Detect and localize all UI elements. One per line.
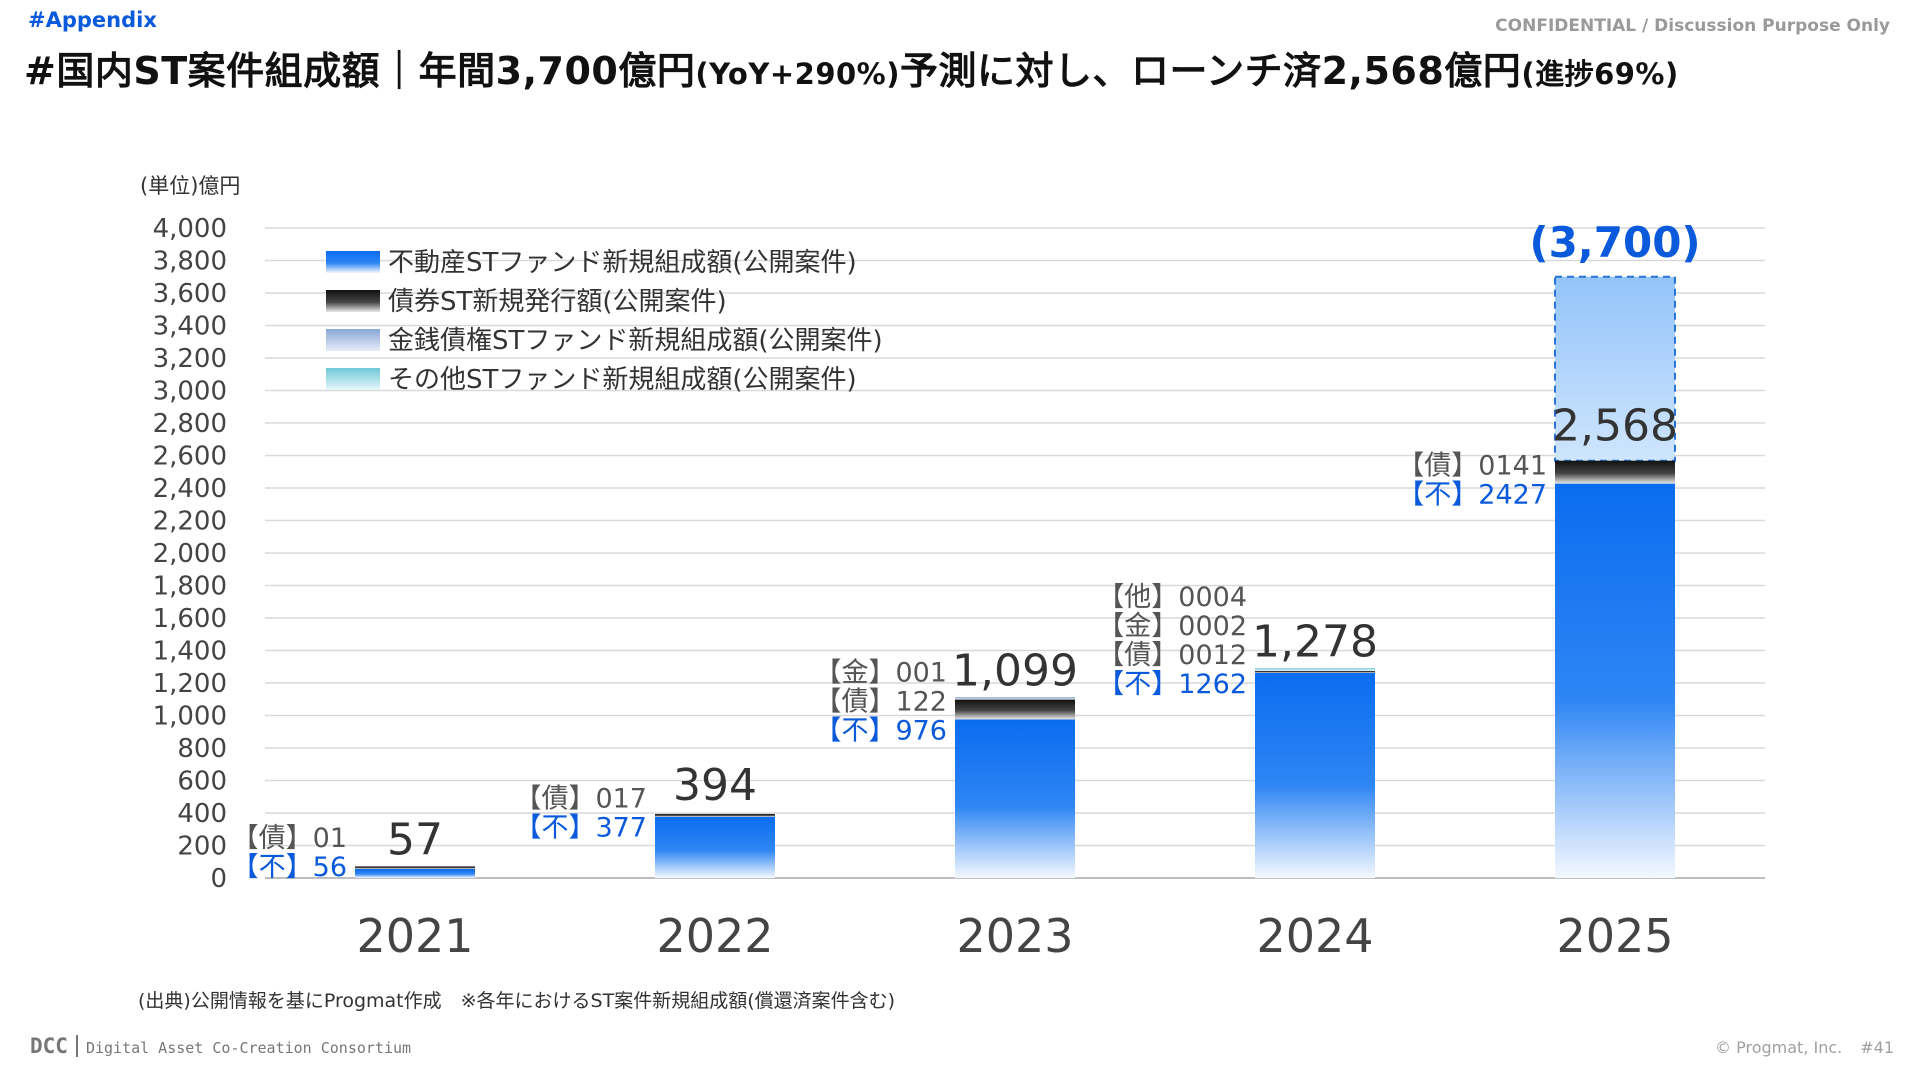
legend-swatch-dark [326,290,380,312]
y-tick-label: 4,000 [153,214,227,244]
y-tick-label: 2,400 [153,474,227,504]
bar-re-2021 [355,868,475,878]
y-tick-label: 200 [177,832,227,862]
legend-label: 金銭債権STファンド新規組成額(公開案件) [388,326,883,356]
bar-re-2023 [955,719,1075,878]
forecast-label: (3,700) [1529,218,1700,267]
y-tick-label: 1,800 [153,572,227,602]
segment-label: 【債】122 [814,686,947,717]
y-tick-label: 2,800 [153,409,227,439]
segment-label: 【債】01 [232,823,347,854]
y-tick-label: 3,200 [153,344,227,374]
legend-label: 不動産STファンド新規組成額(公開案件) [388,248,857,278]
appendix-tag: #Appendix [28,8,157,32]
y-tick-label: 600 [177,767,227,797]
x-tick-label: 2023 [956,909,1073,963]
segment-label: 【不】1262 [1097,669,1247,700]
y-tick-label: 3,800 [153,247,227,277]
legend-label: その他STファンド新規組成額(公開案件) [388,365,857,395]
title-part3: 予測に対し、ローンチ済2,568億円 [900,49,1522,93]
y-tick-label: 1,200 [153,669,227,699]
total-label: 57 [387,815,443,866]
legend-swatch-other [326,368,380,390]
segment-label: 【債】017 [514,784,647,815]
segment-label: 【不】976 [814,715,947,746]
bar-other-2024 [1255,668,1375,671]
segment-label: 【債】0141 [1397,451,1547,482]
copyright-text: © Progmat, Inc. [1715,1038,1843,1057]
y-tick-label: 2,000 [153,539,227,569]
total-label: 1,099 [952,645,1078,696]
bar-re-2022 [655,816,775,878]
logo-full-name: Digital Asset Co-Creation Consortium [85,1039,412,1057]
y-tick-label: 0 [210,864,227,894]
segment-label: 【不】56 [232,852,347,883]
copyright: © Progmat, Inc. #41 [1715,1038,1894,1057]
legend-swatch-money [326,329,380,351]
y-tick-label: 1,000 [153,702,227,732]
title-part1: #国内ST案件組成額｜年間3,700億円 [24,49,696,93]
legend-label: 債券ST新規発行額(公開案件) [388,287,727,317]
y-tick-label: 400 [177,799,227,829]
x-tick-label: 2022 [656,909,773,963]
page-number: #41 [1860,1038,1894,1057]
segment-label: 【金】001 [814,657,947,688]
logo-short: DCC [30,1034,68,1058]
x-tick-label: 2025 [1556,909,1673,963]
bar-bond-2021 [355,866,475,869]
x-tick-label: 2021 [356,909,473,963]
segment-label: 【金】0002 [1097,611,1247,642]
legend-swatch-blue [326,251,380,273]
total-label: 2,568 [1552,401,1678,452]
logo-divider [75,1035,78,1057]
total-label: 1,278 [1252,616,1378,667]
segment-label: 【不】2427 [1397,480,1547,511]
y-tick-label: 2,200 [153,507,227,537]
confidential-label: CONFIDENTIAL / Discussion Purpose Only [1495,16,1890,36]
segment-label: 【他】0004 [1097,582,1247,613]
y-tick-label: 3,000 [153,377,227,407]
y-tick-label: 3,600 [153,279,227,309]
bar-re-2025 [1555,483,1675,878]
bar-re-2024 [1255,672,1375,878]
y-tick-label: 800 [177,734,227,764]
bar-bond-2023 [955,699,1075,720]
dcc-logo: DCC Digital Asset Co-Creation Consortium [30,1034,411,1058]
x-tick-label: 2024 [1256,909,1373,963]
y-tick-label: 1,400 [153,637,227,667]
bar-bond-2024 [1255,670,1375,673]
source-note: (出典)公開情報を基にProgmat作成 ※各年におけるST案件新規組成額(償還… [138,990,896,1012]
total-label: 394 [673,760,757,811]
title-part2: (YoY+290%) [695,57,900,91]
bar-money-2023 [955,697,1075,700]
unit-label: (単位)億円 [140,174,241,198]
bar-bond-2022 [655,813,775,817]
bar-bond-2025 [1555,460,1675,484]
y-tick-label: 1,600 [153,604,227,634]
y-tick-label: 3,400 [153,312,227,342]
y-tick-label: 2,600 [153,442,227,472]
title-part4: (進捗69%) [1521,57,1679,91]
segment-label: 【不】377 [514,813,647,844]
page-title: #国内ST案件組成額｜年間3,700億円(YoY+290%)予測に対し、ローンチ… [24,40,1679,95]
segment-label: 【債】0012 [1097,640,1247,671]
